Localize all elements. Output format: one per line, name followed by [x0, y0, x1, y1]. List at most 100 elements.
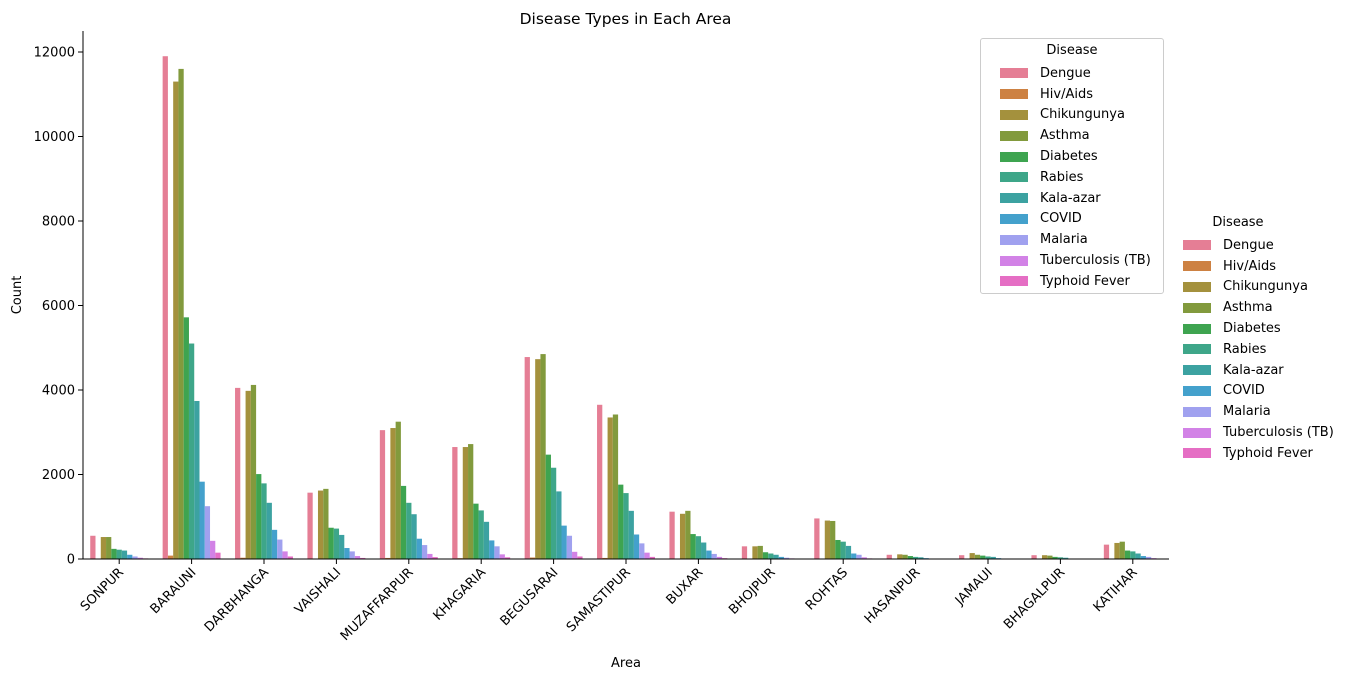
- x-tick-label: HASANPUR: [862, 565, 924, 627]
- bar-diabetes-jamaui: [980, 555, 986, 559]
- legend-label: Rabies: [1040, 169, 1084, 185]
- bar-kala-azar-sonpur: [121, 550, 128, 559]
- bar-chikungunya-vaishali: [317, 490, 324, 559]
- bar-diabetes-khagaria: [473, 503, 479, 559]
- y-tick-label: 8000: [42, 215, 75, 230]
- legend-swatch: [1000, 193, 1028, 204]
- legend-inner-item: Hiv/Aids: [1000, 84, 1163, 105]
- legend-label: Tuberculosis (TB): [1040, 253, 1151, 269]
- bar-malaria-buxar: [711, 553, 717, 559]
- x-tick-label: KHAGARIA: [431, 565, 490, 624]
- legend-label: Tuberculosis (TB): [1223, 425, 1334, 441]
- bar-tuberculosis-tb--sonpur: [137, 557, 143, 559]
- bar-chikungunya-jamaui: [969, 553, 975, 559]
- bar-asthma-rohtas: [830, 520, 836, 559]
- bar-typhoid-fever-begusarai: [577, 556, 583, 559]
- legend-swatch: [1183, 323, 1211, 334]
- legend-outer-title: Disease: [1212, 215, 1264, 230]
- bar-asthma-barauni: [178, 68, 184, 560]
- bar-chikungunya-darbhanga: [245, 390, 251, 559]
- y-tick-label: 10000: [34, 130, 75, 145]
- bar-covid-muzaffarpur: [416, 538, 422, 559]
- legend-inner-item: Malaria: [1000, 229, 1163, 250]
- legend-inner: Disease Dengue Hiv/Aids Chikungunya Asthma D…: [980, 38, 1164, 294]
- bar-chikungunya-katihar: [1114, 542, 1120, 559]
- legend-swatch: [1000, 151, 1028, 162]
- bar-covid-sonpur: [127, 554, 133, 559]
- bar-asthma-vaishali: [323, 488, 329, 559]
- x-tick-label: BARAUNI: [148, 565, 200, 617]
- legend-outer-item: Tuberculosis (TB): [1183, 422, 1353, 443]
- bar-rabies-rohtas: [840, 541, 846, 559]
- bar-rabies-buxar: [695, 536, 702, 559]
- bar-malaria-begusarai: [566, 535, 573, 559]
- bar-chikungunya-begusarai: [535, 359, 541, 559]
- bar-diabetes-bhojpur: [762, 552, 769, 559]
- bar-rabies-begusarai: [550, 467, 557, 559]
- bar-malaria-muzaffarpur: [421, 545, 428, 559]
- legend-outer-item: Malaria: [1183, 401, 1353, 422]
- bar-chikungunya-barauni: [173, 81, 179, 559]
- bar-dengue-samastipur: [597, 404, 603, 559]
- bar-asthma-jamaui: [974, 554, 981, 559]
- bar-hiv-aids-begusarai: [529, 557, 536, 559]
- legend-label: COVID: [1223, 383, 1265, 399]
- bar-kala-azar-khagaria: [483, 521, 490, 559]
- bar-diabetes-sonpur: [111, 548, 117, 559]
- bar-typhoid-fever-samastipur: [649, 556, 655, 559]
- bar-typhoid-fever-darbhanga: [287, 556, 293, 559]
- bar-rabies-barauni: [188, 343, 195, 559]
- legend-label: Chikungunya: [1040, 107, 1125, 123]
- bars-layer: [90, 56, 1162, 560]
- legend-swatch: [1000, 213, 1028, 224]
- x-tick-label: BUXAR: [664, 565, 707, 608]
- bar-covid-buxar: [706, 550, 712, 559]
- x-tick-label: SAMASTIPUR: [564, 565, 634, 635]
- bar-dengue-barauni: [162, 56, 168, 559]
- legend-outer-item: Diabetes: [1183, 318, 1353, 339]
- bar-asthma-darbhanga: [250, 384, 257, 559]
- legend-outer-item: Chikungunya: [1183, 277, 1353, 298]
- bar-kala-azar-samastipur: [628, 510, 634, 559]
- bar-kala-azar-darbhanga: [266, 502, 272, 559]
- bar-tuberculosis-tb--samastipur: [644, 552, 650, 559]
- bar-hiv-aids-muzaffarpur: [385, 557, 391, 559]
- chart-title: Disease Types in Each Area: [520, 10, 732, 28]
- x-tick-label: DARBHANGA: [202, 565, 272, 635]
- legend-inner-item: Chikungunya: [1000, 105, 1163, 126]
- bar-asthma-muzaffarpur: [395, 421, 401, 559]
- bar-kala-azar-begusarai: [556, 491, 562, 559]
- bar-chikungunya-hasanpur: [897, 554, 903, 559]
- bar-asthma-hasanpur: [902, 554, 908, 559]
- bar-covid-bhojpur: [778, 556, 784, 559]
- x-tick-label: BEGUSARAI: [498, 565, 562, 629]
- bar-typhoid-fever-muzaffarpur: [432, 557, 438, 559]
- legend-inner-item: Tuberculosis (TB): [1000, 250, 1163, 271]
- legend-swatch: [1183, 427, 1211, 438]
- bar-malaria-sonpur: [132, 556, 138, 559]
- legend-swatch: [1000, 109, 1028, 120]
- bar-typhoid-fever-barauni: [215, 552, 221, 559]
- bar-dengue-khagaria: [452, 447, 458, 559]
- y-tick-label: 0: [67, 553, 75, 568]
- legend-inner-item: Rabies: [1000, 167, 1163, 188]
- bar-asthma-sonpur: [106, 537, 112, 559]
- bar-malaria-katihar: [1145, 556, 1152, 559]
- legend-outer-item: Dengue: [1183, 235, 1353, 256]
- legend-label: Asthma: [1223, 300, 1273, 316]
- legend-outer-item: Kala-azar: [1183, 360, 1353, 381]
- bar-dengue-vaishali: [307, 492, 313, 559]
- legend-inner-title: Disease: [1046, 43, 1098, 58]
- legend-swatch: [1183, 302, 1211, 313]
- x-tick-label: BHOJPUR: [726, 565, 778, 617]
- bar-dengue-darbhanga: [235, 387, 241, 559]
- bar-malaria-vaishali: [349, 551, 355, 559]
- bar-dengue-muzaffarpur: [379, 430, 386, 559]
- legend-swatch: [1183, 406, 1211, 417]
- bar-diabetes-katihar: [1124, 550, 1131, 559]
- legend-inner-item: Diabetes: [1000, 146, 1163, 167]
- x-tick-label: KATIHAR: [1091, 565, 1141, 615]
- bar-asthma-begusarai: [540, 354, 546, 559]
- bar-kala-azar-muzaffarpur: [411, 514, 417, 559]
- bar-tuberculosis-tb--darbhanga: [282, 551, 288, 559]
